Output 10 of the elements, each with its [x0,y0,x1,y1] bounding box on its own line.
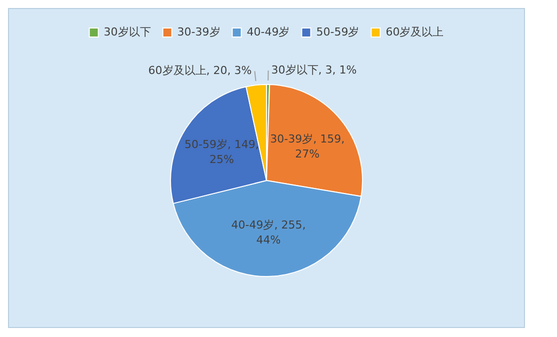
legend-label: 40-49岁 [246,25,290,38]
data-label: 30岁以下, 3, 1% [271,63,357,76]
data-label: 60岁及以上, 20, 3% [148,64,252,77]
legend-label: 60岁及以上 [386,25,444,38]
legend-label: 30岁以下 [104,25,151,38]
data-label: 30-39岁, 159, 27% [270,132,345,160]
legend-label: 50-59岁 [316,25,360,38]
legend-label: 30-39岁 [177,25,220,38]
data-label: 40-49岁, 255, 44% [231,218,306,247]
data-label: 50-59岁, 149, 25% [184,138,259,166]
